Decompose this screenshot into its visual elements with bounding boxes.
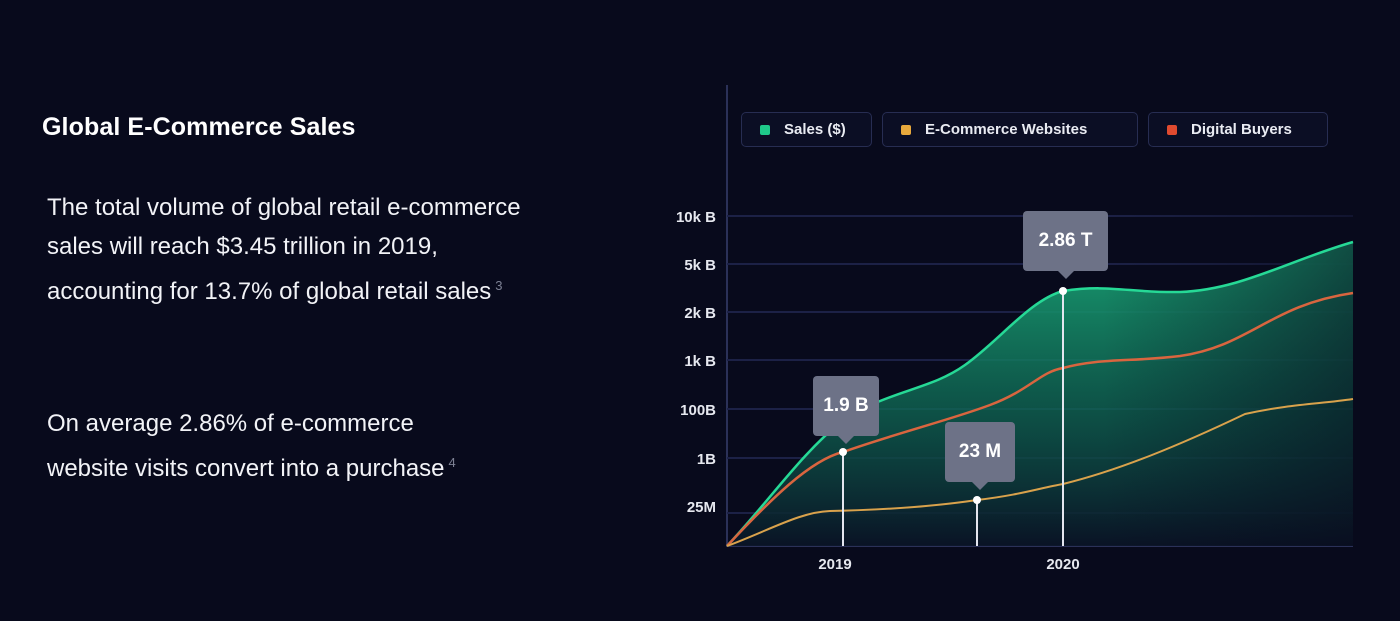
marker-point[interactable] [973, 496, 981, 504]
legend-label: Sales ($) [784, 121, 846, 138]
page-title: Global E-Commerce Sales [42, 113, 356, 141]
stat-text: On average 2.86% of e-commerce website v… [47, 410, 445, 482]
series-line-sales [726, 240, 1354, 547]
legend-item-digital-buyers[interactable]: Digital Buyers [1148, 112, 1328, 147]
y-tick-label: 5k B [684, 257, 716, 274]
series-line-ecommerce-websites [726, 398, 1354, 547]
square-icon [901, 124, 911, 135]
footnote-ref[interactable]: 3 [495, 278, 503, 293]
legend-item-sales[interactable]: Sales ($) [741, 112, 872, 147]
legend-item-ecommerce-websites[interactable]: E-Commerce Websites [882, 112, 1138, 147]
x-tick-label: 2020 [1046, 556, 1079, 573]
y-tick-label: 1B [697, 451, 716, 468]
x-tick-label: 2019 [818, 556, 851, 573]
annotation-tooltip: 23 M [945, 422, 1015, 490]
marker-point[interactable] [1059, 287, 1067, 295]
footnote-ref[interactable]: 4 [448, 455, 456, 470]
y-tick-label: 1k B [684, 353, 716, 370]
marker-point[interactable] [839, 448, 847, 456]
legend-label: Digital Buyers [1191, 121, 1292, 138]
legend-label: E-Commerce Websites [925, 121, 1088, 138]
square-icon [1167, 124, 1177, 135]
y-tick-label: 2k B [684, 305, 716, 322]
y-tick-label: 25M [687, 499, 716, 516]
series-line-digital-buyers [726, 291, 1354, 547]
y-tick-label: 10k B [676, 209, 716, 226]
stat-text: The total volume of global retail e-comm… [47, 194, 521, 305]
annotation-tooltip: 1.9 B [813, 376, 879, 444]
stat-paragraph-conversion: On average 2.86% of e-commerce website v… [47, 404, 487, 488]
annotation-tooltip: 2.86 T [1023, 211, 1108, 279]
square-icon [760, 124, 770, 135]
stat-paragraph-sales: The total volume of global retail e-comm… [47, 188, 547, 311]
y-tick-label: 100B [680, 402, 716, 419]
